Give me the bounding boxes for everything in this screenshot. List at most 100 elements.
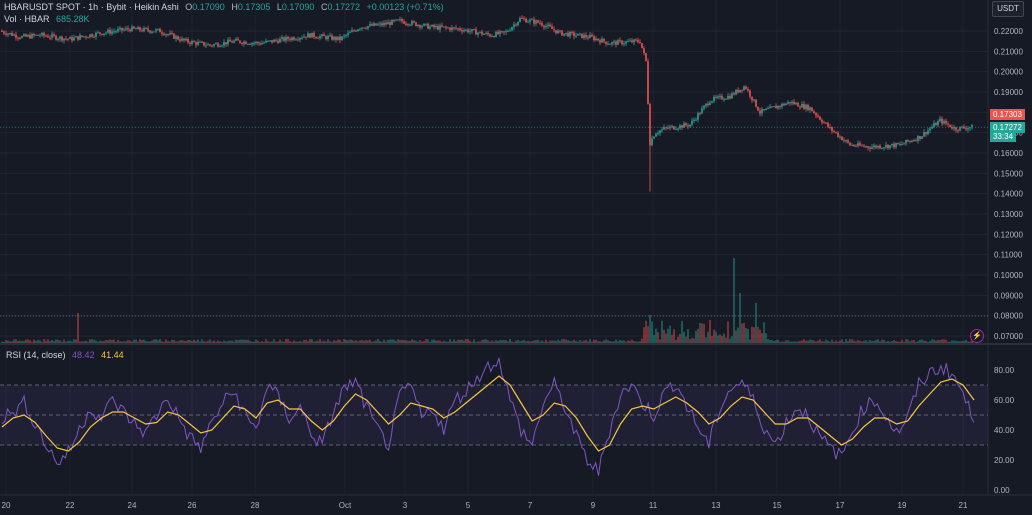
volume-bar	[873, 341, 875, 343]
symbol-title: HBARUSDT SPOT · 1h · Bybit · Heikin Ashi	[4, 2, 179, 12]
candle-body	[823, 122, 825, 124]
candle-body	[311, 32, 313, 38]
candle-body	[319, 36, 321, 39]
volume-bar	[851, 339, 853, 343]
candle-body	[363, 27, 365, 29]
candle-body	[685, 123, 687, 126]
volume-bar	[413, 340, 415, 343]
candle-body	[247, 44, 249, 46]
candle-body	[141, 30, 143, 32]
volume-bar	[265, 339, 267, 343]
volume-bar	[425, 339, 427, 343]
candle-body	[581, 33, 583, 39]
candle-body	[687, 125, 689, 127]
rsi-header: RSI (14, close) 48.42 41.44	[6, 350, 124, 360]
candle-body	[723, 99, 725, 101]
volume-bar	[789, 341, 791, 343]
candle-body	[933, 123, 935, 127]
volume-bar	[701, 323, 703, 343]
candle-body	[595, 38, 597, 41]
volume-bar	[15, 339, 17, 343]
candle-body	[917, 136, 919, 141]
candle-body	[571, 31, 573, 33]
volume-bar	[735, 330, 737, 343]
volume-bar	[641, 338, 643, 343]
candle-body	[563, 33, 565, 36]
candle-body	[249, 44, 251, 46]
volume-bar	[665, 333, 667, 343]
volume-bar	[917, 341, 919, 343]
volume-bar	[423, 340, 425, 343]
volume-bar	[33, 339, 35, 343]
volume-bar	[773, 340, 775, 343]
candle-body	[7, 33, 9, 35]
lightning-icon[interactable]: ⚡	[970, 329, 984, 343]
candle-body	[299, 37, 301, 40]
volume-bar	[53, 341, 55, 343]
volume-bar	[633, 341, 635, 343]
candle-body	[85, 36, 87, 38]
candle-body	[495, 31, 497, 37]
volume-bar	[533, 340, 535, 343]
candle-body	[755, 99, 757, 107]
volume-bar	[37, 339, 39, 343]
volume-bar	[637, 341, 639, 343]
candle-body	[297, 39, 299, 41]
volume-bar	[481, 340, 483, 343]
volume-bar	[777, 339, 779, 343]
candle-body	[375, 23, 377, 26]
candle-body	[283, 37, 285, 41]
volume-bar	[107, 340, 109, 343]
candle-body	[443, 26, 445, 28]
candle-body	[671, 126, 673, 128]
candle-body	[163, 33, 165, 36]
volume-bar	[925, 340, 927, 343]
volume-bar	[399, 340, 401, 343]
candle-body	[231, 41, 233, 43]
candle-body	[643, 48, 645, 54]
volume-bar	[553, 340, 555, 343]
volume-bar	[35, 340, 37, 343]
candle-body	[945, 120, 947, 124]
candle-body	[95, 32, 97, 37]
low-label: L	[276, 2, 282, 12]
volume-bar	[279, 339, 281, 343]
high-label: H	[231, 2, 238, 12]
volume-bar	[475, 341, 477, 343]
rsi-ma-value: 41.44	[101, 350, 124, 360]
candle-body	[801, 103, 803, 108]
volume-bar	[91, 339, 93, 343]
quote-currency-button[interactable]: USDT	[992, 1, 1024, 17]
volume-bar	[891, 341, 893, 343]
volume-bar	[625, 341, 627, 343]
volume-bar	[729, 338, 731, 343]
volume-bar	[725, 337, 727, 343]
volume-bar	[653, 335, 655, 343]
volume-bar	[287, 339, 289, 343]
candle-body	[33, 34, 35, 36]
volume-bar	[89, 339, 91, 343]
volume-bar	[241, 339, 243, 343]
candle-body	[413, 21, 415, 23]
candle-body	[171, 33, 173, 35]
volume-bar	[821, 341, 823, 343]
volume-bar	[923, 340, 925, 343]
candle-body	[577, 33, 579, 36]
volume-bar	[273, 339, 275, 343]
volume-bar	[283, 341, 285, 343]
volume-bar	[697, 328, 699, 343]
volume-bar	[133, 339, 135, 343]
volume-bar	[341, 341, 343, 343]
candle-body	[503, 31, 505, 33]
candle-body	[345, 35, 347, 37]
candle-body	[473, 29, 475, 31]
candle-body	[133, 26, 135, 29]
volume-bar	[695, 330, 697, 343]
volume-bar	[47, 339, 49, 343]
candle-body	[179, 39, 181, 41]
volume-bar	[657, 332, 659, 343]
candle-body	[407, 23, 409, 25]
price-tick-label: 0.19000	[994, 88, 1023, 97]
